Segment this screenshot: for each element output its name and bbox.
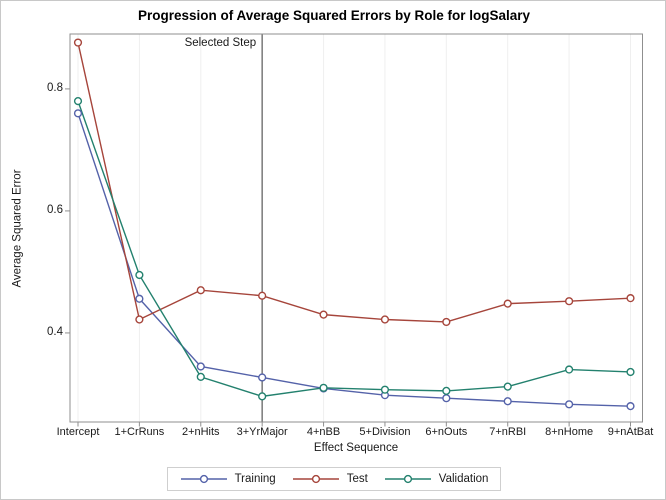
legend-swatch-icon <box>384 474 431 484</box>
data-point-test <box>380 315 390 324</box>
series-line-validation <box>77 100 631 398</box>
legend-item-test: Test <box>292 473 368 485</box>
legend-label: Validation <box>438 473 489 485</box>
legend-label: Training <box>234 473 276 485</box>
data-point-validation <box>503 382 512 391</box>
data-point-training <box>442 394 451 403</box>
y-tick-label: 0.6 <box>47 203 63 216</box>
legend-item-validation: Validation <box>384 473 489 485</box>
data-point-training <box>565 400 574 409</box>
chart-title: Progression of Average Squared Errors by… <box>137 8 531 23</box>
x-tick-label: 5+Division <box>359 426 411 438</box>
series-line-test <box>77 42 631 323</box>
series-line-training <box>77 113 631 407</box>
data-point-validation <box>196 372 205 381</box>
legend-label: Test <box>346 473 368 485</box>
y-tick-label: 0.4 <box>47 325 63 338</box>
x-axis-title: Effect Sequence <box>313 442 399 454</box>
data-point-test <box>73 38 83 47</box>
data-point-training <box>135 294 144 303</box>
data-point-training <box>503 397 512 406</box>
x-tick-label: 1+CrRuns <box>114 426 165 438</box>
x-tick-label: 2+nHits <box>181 426 220 438</box>
data-point-test <box>626 294 635 303</box>
data-point-training <box>258 373 267 382</box>
legend-swatch-icon <box>292 474 339 484</box>
x-tick-label: Intercept <box>56 426 100 438</box>
data-point-validation <box>626 367 635 377</box>
reference-line-label: Selected Step <box>184 37 257 49</box>
x-tick-label: 3+YrMajor <box>236 426 288 438</box>
data-point-validation <box>380 385 390 394</box>
data-point-validation <box>258 392 267 401</box>
data-point-training <box>73 109 83 118</box>
data-point-validation <box>135 270 144 280</box>
data-point-test <box>442 317 451 327</box>
data-point-test <box>258 291 267 300</box>
data-point-test <box>319 310 328 319</box>
plot-frame <box>69 33 643 423</box>
data-point-test <box>503 299 512 308</box>
y-axis-title: Average Squared Error <box>11 169 24 288</box>
data-point-test <box>135 315 144 324</box>
x-tick-label: 8+nHome <box>545 426 594 438</box>
x-tick-label: 4+nBB <box>306 426 341 438</box>
y-tick-label: 0.8 <box>47 81 63 94</box>
x-tick-label: 7+nRBI <box>489 426 527 438</box>
data-point-validation <box>442 386 451 395</box>
data-point-validation <box>565 365 574 374</box>
data-point-test <box>196 286 205 295</box>
data-point-validation <box>73 97 83 106</box>
data-point-validation <box>319 383 328 392</box>
x-tick-label: 9+nAtBat <box>607 426 654 438</box>
legend-item-training: Training <box>180 473 276 485</box>
legend-swatch-icon <box>180 474 227 484</box>
legend-box: Training Test Validation <box>166 467 502 491</box>
data-point-training <box>626 402 635 411</box>
data-point-training <box>196 362 205 371</box>
data-point-test <box>565 297 574 306</box>
x-tick-label: 6+nOuts <box>425 426 468 438</box>
legend: Training Test Validation <box>1 467 665 491</box>
